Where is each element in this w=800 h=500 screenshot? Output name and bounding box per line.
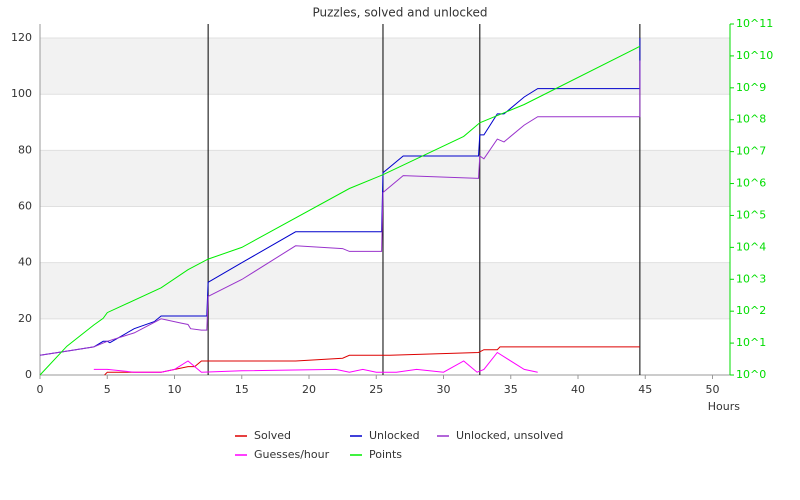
x-tick-label: 50 [706, 383, 720, 396]
x-tick-label: 10 [168, 383, 182, 396]
chart-title: Puzzles, solved and unlocked [312, 6, 487, 20]
series-line [39, 45, 641, 376]
x-tick-label: 25 [369, 383, 383, 396]
legend-label: Points [369, 448, 402, 461]
y2-tick-label: 10^5 [736, 208, 766, 221]
y2-tick-label: 10^1 [736, 336, 766, 349]
x-tick-label: 5 [104, 383, 111, 396]
y-tick-label: 80 [18, 143, 32, 156]
y-tick-label: 120 [11, 31, 32, 44]
series-line [104, 346, 640, 376]
y-tick-label: 20 [18, 312, 32, 325]
legend-label: Guesses/hour [254, 448, 330, 461]
y2-tick-label: 10^7 [736, 145, 766, 158]
y2-tick-label: 10^8 [736, 113, 766, 126]
y2-tick-label: 10^9 [736, 81, 766, 94]
x-tick-label: 45 [638, 383, 652, 396]
x-tick-label: 40 [571, 383, 585, 396]
legend-label: Solved [254, 429, 291, 442]
y2-tick-label: 10^11 [736, 17, 773, 30]
x-tick-label: 35 [504, 383, 518, 396]
legend-label: Unlocked [369, 429, 420, 442]
legend-label: Unlocked, unsolved [456, 429, 563, 442]
y-tick-label: 40 [18, 256, 32, 269]
y2-tick-label: 10^10 [736, 49, 773, 62]
y2-tick-label: 10^3 [736, 272, 766, 285]
x-axis-label: Hours [708, 400, 740, 413]
y2-tick-label: 10^2 [736, 304, 766, 317]
y-tick-label: 60 [18, 200, 32, 213]
grid-band [40, 150, 730, 207]
x-tick-label: 15 [235, 383, 249, 396]
y-tick-label: 100 [11, 87, 32, 100]
x-tick-label: 20 [302, 383, 316, 396]
y2-tick-label: 10^6 [736, 177, 766, 190]
x-tick-label: 30 [437, 383, 451, 396]
x-tick-label: 0 [37, 383, 44, 396]
series-line [93, 351, 538, 373]
y-tick-label: 0 [25, 368, 32, 381]
y2-tick-label: 10^4 [736, 240, 766, 253]
grid-band [40, 262, 730, 319]
y2-tick-label: 10^0 [736, 368, 766, 381]
grid-band [40, 38, 730, 95]
series-line [39, 60, 641, 356]
